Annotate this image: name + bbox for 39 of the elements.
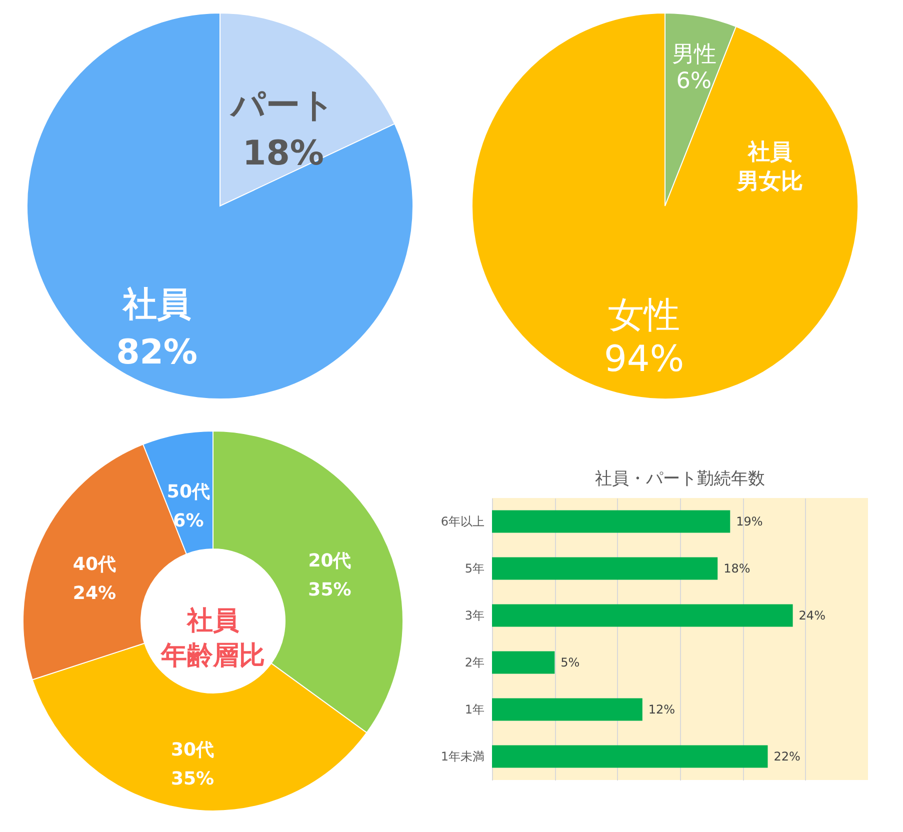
bar <box>492 745 768 768</box>
slice-label: パート <box>229 85 336 126</box>
slice-label: 20代 <box>308 550 352 572</box>
bar <box>492 557 718 580</box>
data-label: 5% <box>560 656 580 670</box>
slice-label: 男性 <box>672 41 716 68</box>
y-tick-label: 6年以上 <box>440 514 484 528</box>
y-tick-label: 1年 <box>464 702 484 716</box>
y-tick-label: 2年 <box>464 656 484 670</box>
slice-label: 40代 <box>72 554 116 576</box>
data-label: 22% <box>774 750 800 764</box>
data-label: 18% <box>242 133 324 174</box>
text: 社員年齢層比 <box>160 606 265 672</box>
data-label: 12% <box>648 702 676 716</box>
data-label: 6% <box>676 68 712 94</box>
slice-label: 30代 <box>170 739 214 760</box>
data-label: 35% <box>170 768 214 790</box>
y-tick-label: 3年 <box>464 608 484 622</box>
bar <box>492 651 555 674</box>
bar <box>492 604 793 627</box>
text: 社員男女比 <box>736 140 803 195</box>
y-tick-label: 5年 <box>464 562 484 576</box>
slice-label: 女性 <box>608 295 680 336</box>
bar <box>492 698 642 721</box>
data-label: 18% <box>724 562 750 576</box>
data-label: 24% <box>72 583 116 604</box>
data-label: 6% <box>173 510 204 532</box>
slice-label: 50代 <box>166 481 210 502</box>
chart-title: 社員・パート勤続年数 <box>595 469 765 489</box>
data-label: 24% <box>798 608 826 622</box>
data-label: 35% <box>308 580 352 601</box>
y-tick-label: 1年未満 <box>440 750 484 764</box>
pie-slice <box>26 12 414 400</box>
data-label: 82% <box>116 332 198 373</box>
pie-slice <box>472 12 858 400</box>
bar <box>492 510 730 533</box>
data-label: 19% <box>736 514 763 528</box>
slice-label: 社員 <box>122 284 191 325</box>
data-label: 94% <box>604 339 684 380</box>
